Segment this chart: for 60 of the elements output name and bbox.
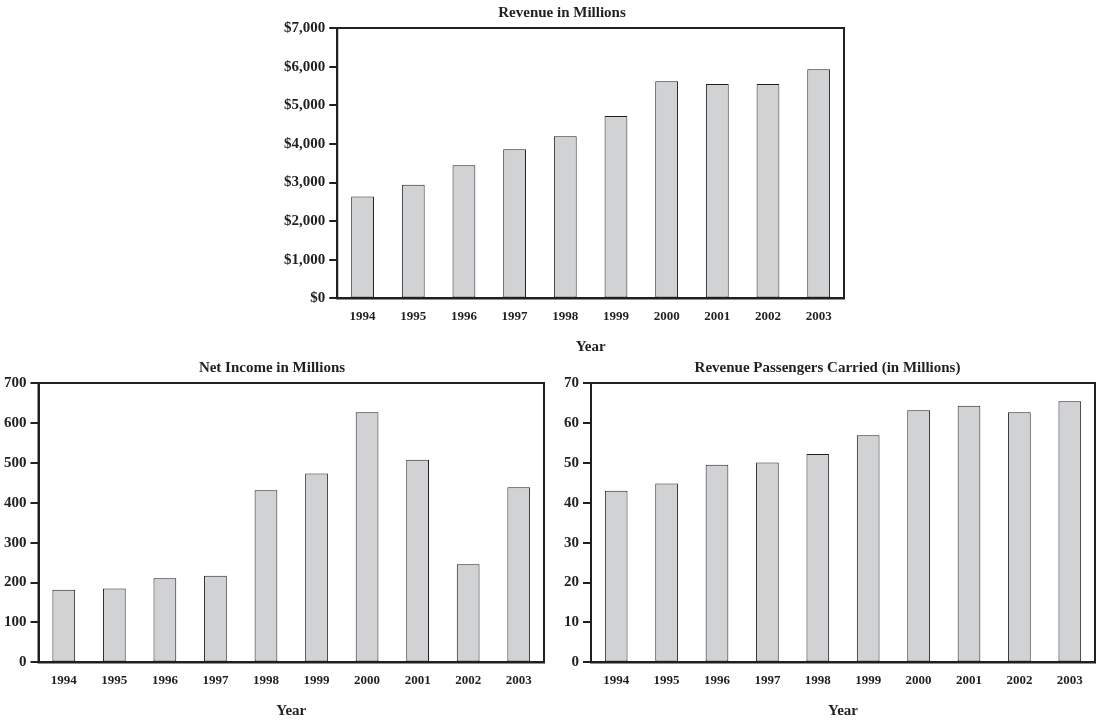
x-tick-label: 2003 bbox=[505, 671, 533, 687]
y-tick-label: 10 bbox=[564, 613, 579, 630]
x-tick-label: 2001 bbox=[404, 671, 431, 687]
y-tick-label: 60 bbox=[564, 413, 579, 430]
x-tick-label: 1999 bbox=[602, 307, 630, 323]
x-tick-label: 1998 bbox=[552, 307, 579, 323]
x-tick-label: 2000 bbox=[354, 671, 381, 687]
x-tick-label: 2002 bbox=[455, 671, 482, 687]
y-tick-label: 50 bbox=[564, 453, 579, 470]
y-tick-label: 0 bbox=[19, 653, 27, 670]
y-tick-label: 300 bbox=[4, 533, 27, 550]
x-tick-label: 1997 bbox=[501, 307, 529, 323]
y-tick-label: 200 bbox=[4, 573, 27, 590]
y-tick-label: $6,000 bbox=[284, 57, 326, 74]
x-tick-label: 2001 bbox=[704, 307, 731, 323]
x-tick-label: 1998 bbox=[252, 671, 280, 687]
y-tick-label: $7,000 bbox=[284, 18, 326, 35]
y-tick-label: $3,000 bbox=[284, 173, 326, 190]
y-tick-label: 700 bbox=[4, 373, 27, 390]
y-tick-label: 20 bbox=[564, 573, 579, 590]
x-tick-label: 1999 bbox=[855, 671, 882, 687]
x-tick-label: 1996 bbox=[450, 307, 478, 323]
y-tick-label: $4,000 bbox=[284, 134, 326, 151]
x-tick-label: 1994 bbox=[50, 671, 78, 687]
x-tick-label: 2002 bbox=[754, 307, 781, 323]
x-tick-label: 2000 bbox=[905, 671, 932, 687]
x-tick-label: 1994 bbox=[603, 671, 630, 687]
x-axis-title: Year bbox=[276, 701, 307, 718]
y-tick-label: 400 bbox=[4, 493, 27, 510]
x-tick-label: 1997 bbox=[202, 671, 229, 687]
y-tick-label: $0 bbox=[310, 289, 326, 306]
x-tick-label: 1998 bbox=[804, 671, 832, 687]
y-tick-label: 30 bbox=[564, 533, 579, 550]
x-tick-label: 2001 bbox=[956, 671, 982, 687]
y-tick-label: 100 bbox=[4, 613, 27, 630]
x-tick-label: 2003 bbox=[805, 307, 833, 323]
x-tick-label: 1995 bbox=[400, 307, 427, 323]
x-tick-label: 1999 bbox=[303, 671, 331, 687]
x-tick-label: 1997 bbox=[754, 671, 781, 687]
y-tick-label: 500 bbox=[4, 453, 27, 470]
x-tick-label: 1996 bbox=[151, 671, 179, 687]
y-tick-label: $1,000 bbox=[284, 250, 326, 267]
x-tick-label: 1994 bbox=[349, 307, 377, 323]
y-tick-label: 600 bbox=[4, 413, 27, 430]
chart-title: Revenue Passengers Carried (in Millions) bbox=[694, 358, 961, 376]
chart-title: Revenue in Millions bbox=[498, 3, 626, 20]
x-tick-label: 1995 bbox=[653, 671, 681, 687]
x-axis-title: Year bbox=[828, 701, 859, 718]
y-tick-label: $5,000 bbox=[284, 96, 326, 113]
x-tick-label: 2003 bbox=[1056, 671, 1084, 687]
x-axis-title: Year bbox=[575, 337, 606, 354]
x-tick-label: 2002 bbox=[1006, 671, 1033, 687]
y-tick-label: 0 bbox=[571, 653, 579, 670]
x-tick-label: 1996 bbox=[704, 671, 731, 687]
y-tick-label: 70 bbox=[564, 373, 579, 390]
y-tick-label: $2,000 bbox=[284, 212, 326, 229]
x-tick-label: 1995 bbox=[101, 671, 128, 687]
y-tick-label: 40 bbox=[564, 493, 579, 510]
x-tick-label: 2000 bbox=[653, 307, 680, 323]
chart-title: Net Income in Millions bbox=[198, 358, 346, 375]
